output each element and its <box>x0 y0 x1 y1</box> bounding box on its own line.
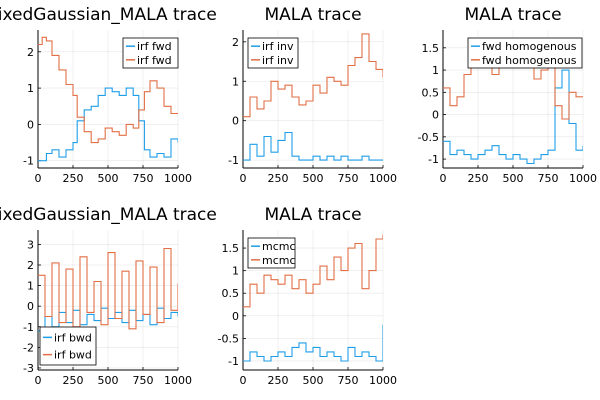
legend-box <box>39 326 97 366</box>
y-tick-label: 1 <box>232 75 239 88</box>
series-line-1 <box>243 324 383 362</box>
y-tick-label: 3 <box>27 238 34 251</box>
series-line-1 <box>443 69 583 165</box>
x-tick-label: 1000 <box>164 172 192 185</box>
x-tick-label: 1000 <box>164 374 192 387</box>
x-tick-label: 1000 <box>569 172 597 185</box>
y-tick-label: 2 <box>27 46 34 59</box>
legend-box <box>247 37 299 69</box>
legend-label: fwd homogenous <box>482 40 577 53</box>
x-tick-label: 500 <box>98 374 119 387</box>
x-tick-label: 1000 <box>369 172 397 185</box>
y-tick-label: 2 <box>27 259 34 272</box>
legend-label: irf fwd <box>137 54 172 67</box>
x-tick-label: 500 <box>98 172 119 185</box>
y-tick-label: -0.5 <box>418 131 439 144</box>
legend-label: fwd homogenous <box>482 54 577 67</box>
x-tick-label: 1000 <box>369 374 397 387</box>
subplot-3: 0 250 500 750 1000 -1 -0.5 0 0.5 1 1.5 MALA trace fw… <box>418 5 597 185</box>
y-tick-label: -0.5 <box>218 332 239 345</box>
x-tick-label: 750 <box>133 374 154 387</box>
x-tick-label: 0 <box>35 374 42 387</box>
x-tick-label: 750 <box>538 172 559 185</box>
y-tick-label: -2 <box>23 341 34 354</box>
y-tick-label: 0 <box>232 310 239 323</box>
x-tick-label: 500 <box>503 172 524 185</box>
x-tick-label: 0 <box>240 374 247 387</box>
y-tick-label: 1 <box>232 265 239 278</box>
x-tick-label: 250 <box>63 172 84 185</box>
y-tick-label: 0 <box>27 118 34 131</box>
series-line-1 <box>38 87 178 162</box>
x-tick-label: 0 <box>240 172 247 185</box>
legend-box <box>122 37 179 69</box>
series-line-1 <box>243 131 383 161</box>
y-tick-label: -1 <box>428 153 439 166</box>
legend-label: irf bwd <box>54 331 92 344</box>
x-tick-label: 750 <box>338 374 359 387</box>
x-tick-label: 250 <box>468 172 489 185</box>
y-tick-label: 1 <box>27 82 34 95</box>
y-tick-label: 0 <box>232 115 239 128</box>
y-tick-label: 1.5 <box>222 242 240 255</box>
series-line-2 <box>243 33 383 118</box>
plot-title: MALA trace <box>264 205 361 225</box>
plot-title: MALA trace <box>264 5 361 25</box>
y-tick-label: -1 <box>228 154 239 167</box>
subplot-5: 0 250 500 750 1000 -1 -0.5 0 0.5 1 1.5 MALA trace mc… <box>218 205 397 387</box>
x-tick-label: 250 <box>63 374 84 387</box>
plot-title: MixedGaussian_MALA trace <box>0 205 217 225</box>
y-tick-label: 0.5 <box>222 287 240 300</box>
series-line-2 <box>243 234 383 308</box>
y-tick-label: 0 <box>27 300 34 313</box>
legend-label: irf inv <box>262 54 294 67</box>
x-tick-label: 750 <box>133 172 154 185</box>
legend: irf bwd irf bwd <box>39 326 97 366</box>
series-line-2 <box>38 247 178 330</box>
legend-box <box>467 37 583 69</box>
legend-label: irf inv <box>262 40 294 53</box>
x-tick-label: 0 <box>440 172 447 185</box>
y-tick-label: 1.5 <box>422 42 440 55</box>
legend-box <box>247 237 296 269</box>
x-tick-label: 250 <box>268 172 289 185</box>
y-tick-label: 1 <box>27 280 34 293</box>
y-tick-label: 2 <box>232 36 239 49</box>
plot-title: MixedGaussian_MALA trace <box>0 5 217 25</box>
plot-title: MALA trace <box>464 5 561 25</box>
legend-label: mcmc <box>262 254 296 267</box>
y-tick-label: -3 <box>23 362 34 375</box>
x-tick-label: 250 <box>268 374 289 387</box>
y-tick-label: 1 <box>432 64 439 77</box>
x-tick-label: 750 <box>338 172 359 185</box>
y-tick-label: -1 <box>23 321 34 334</box>
y-tick-label: -1 <box>23 155 34 168</box>
x-tick-label: 0 <box>35 172 42 185</box>
legend-label: irf bwd <box>54 349 92 362</box>
y-tick-label: 0.5 <box>422 86 440 99</box>
series-line-2 <box>38 36 178 144</box>
y-tick-label: 0 <box>432 109 439 122</box>
y-tick-label: -1 <box>228 355 239 368</box>
legend-label: mcmc <box>262 240 296 253</box>
x-tick-label: 500 <box>303 172 324 185</box>
legend-label: irf fwd <box>137 40 172 53</box>
x-tick-label: 500 <box>303 374 324 387</box>
subplot-4: 0 250 500 750 1000 -3 -2 -1 0 1 2 3 MixedGaussian_MA… <box>0 205 217 387</box>
